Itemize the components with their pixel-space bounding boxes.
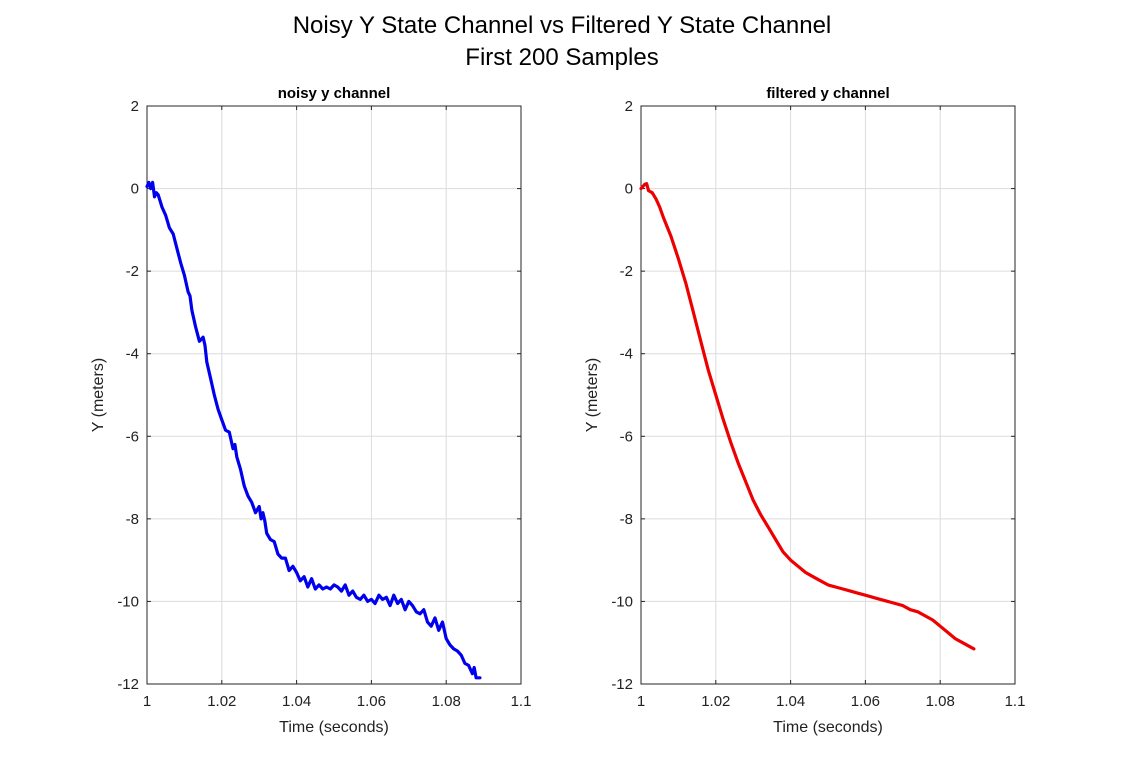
x-tick-label: 1.06 — [357, 693, 386, 710]
y-tick-label: -6 — [126, 428, 139, 445]
x-tick-label: 1.1 — [1005, 693, 1026, 710]
series-line — [639, 182, 976, 651]
gridlines — [640, 105, 1016, 685]
plot-area — [146, 105, 522, 685]
y-tick-label: 2 — [625, 98, 633, 115]
series-line — [145, 180, 482, 680]
y-tick-label: -10 — [611, 593, 633, 610]
plot-area — [640, 105, 1016, 685]
x-axis-label: Time (seconds) — [279, 719, 389, 736]
series-group — [145, 180, 482, 680]
y-tick-label: -2 — [620, 263, 633, 280]
plot-frame — [146, 105, 522, 685]
y-tick-label: -4 — [620, 346, 633, 363]
plot-title: filtered y channel — [766, 85, 889, 102]
plot-title: noisy y channel — [278, 85, 391, 102]
y-tick-label: -12 — [117, 676, 139, 693]
y-tick-label: -6 — [620, 428, 633, 445]
figure-title-line2: First 200 Samples — [465, 44, 658, 71]
x-tick-label: 1 — [637, 693, 645, 710]
x-tick-label: 1.06 — [851, 693, 880, 710]
y-tick-label: -2 — [126, 263, 139, 280]
x-tick-label: 1.04 — [776, 693, 805, 710]
y-tick-label: 2 — [131, 98, 139, 115]
y-tick-label: -8 — [126, 511, 139, 528]
x-tick-label: 1.04 — [282, 693, 311, 710]
figure-title-line1: Noisy Y State Channel vs Filtered Y Stat… — [293, 12, 832, 39]
x-tick-label: 1.08 — [432, 693, 461, 710]
y-tick-label: -4 — [126, 346, 139, 363]
x-tick-label: 1.02 — [207, 693, 236, 710]
series-group — [639, 182, 976, 651]
x-tick-label: 1.08 — [926, 693, 955, 710]
y-tick-label: -12 — [611, 676, 633, 693]
noisy-y-plot: 1 1.02 1.04 1.06 1.08 1.1 2 0 -2 -4 -6 -8 -10 -12 noi… — [90, 85, 531, 736]
tick-labels: 1 1.02 1.04 1.06 1.08 1.1 2 0 -2 -4 -6 -8 -10 -12 — [117, 98, 531, 710]
y-tick-label: -10 — [117, 593, 139, 610]
x-tick-label: 1.1 — [511, 693, 532, 710]
x-axis-label: Time (seconds) — [773, 719, 883, 736]
tick-labels: 1 1.02 1.04 1.06 1.08 1.1 2 0 -2 -4 -6 -8 -10 -12 — [611, 98, 1025, 710]
y-tick-label: -8 — [620, 511, 633, 528]
gridlines — [146, 105, 522, 685]
x-tick-label: 1.02 — [701, 693, 730, 710]
y-tick-label: 0 — [131, 181, 139, 198]
plot-frame — [640, 105, 1016, 685]
filtered-y-plot: 1 1.02 1.04 1.06 1.08 1.1 2 0 -2 -4 -6 -8 -10 -12 fil… — [584, 85, 1025, 736]
y-axis-label: Y (meters) — [584, 358, 601, 432]
y-axis-label: Y (meters) — [90, 358, 107, 432]
x-tick-label: 1 — [143, 693, 151, 710]
y-tick-label: 0 — [625, 181, 633, 198]
